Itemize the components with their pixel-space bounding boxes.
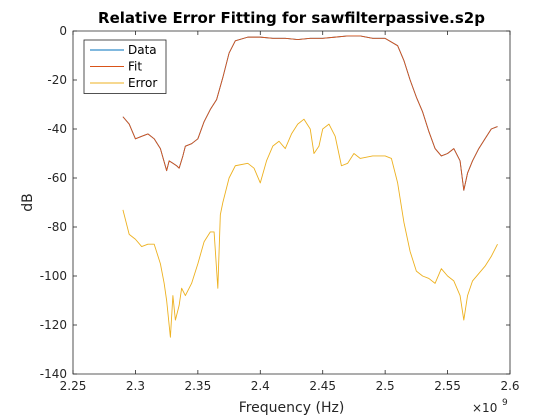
y-axis-label: dB <box>20 193 36 212</box>
legend-label-fit: Fit <box>128 60 142 74</box>
x-exponent-power: 9 <box>502 398 508 408</box>
series-layer <box>122 35 498 338</box>
y-tick-label: -100 <box>40 269 67 283</box>
x-tick-label: 2.25 <box>60 379 87 393</box>
y-tick-label: 0 <box>59 24 67 38</box>
x-tick-label: 2.6 <box>500 379 519 393</box>
y-tick-label: -140 <box>40 367 67 381</box>
legend-label-error: Error <box>128 76 157 90</box>
x-tick-label: 2.35 <box>184 379 211 393</box>
x-exponent-base: ×10 <box>472 401 497 415</box>
x-tick-label: 2.4 <box>251 379 270 393</box>
x-axis-label: Frequency (Hz) <box>239 400 345 416</box>
legend: Data Fit Error <box>83 39 167 94</box>
y-tick-label: -80 <box>47 220 67 234</box>
legend-label-data: Data <box>128 43 157 57</box>
y-tick-label: -40 <box>47 122 67 136</box>
x-tick-label: 2.45 <box>309 379 336 393</box>
x-tick-label: 2.5 <box>376 379 395 393</box>
series-line-error <box>122 118 498 338</box>
y-tick-label: -20 <box>47 73 67 87</box>
ticks-layer: 2.25 2.3 2.35 2.4 2.45 2.5 2.55 2.6 0 -20 -40 -60 -8… <box>40 24 520 393</box>
y-tick-label: -60 <box>47 171 67 185</box>
chart-title: Relative Error Fitting for sawfilterpass… <box>98 9 485 27</box>
x-tick-label: 2.55 <box>434 379 461 393</box>
x-tick-label: 2.3 <box>126 379 145 393</box>
y-tick-label: -120 <box>40 318 67 332</box>
series-line-fit <box>122 35 498 191</box>
x-axis-exponent: ×10 9 <box>472 398 508 415</box>
